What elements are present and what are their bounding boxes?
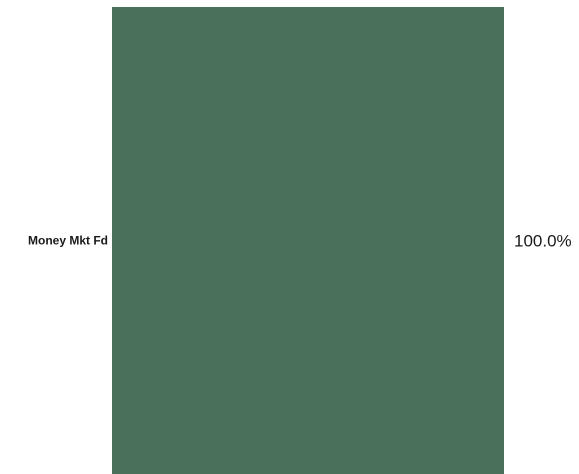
- bar-money-mkt-fd: [112, 7, 504, 474]
- data-label: 100.0%: [514, 232, 572, 251]
- bars-layer: [112, 7, 504, 474]
- labels-layer: Money Mkt Fd 100.0%: [28, 232, 572, 251]
- category-label: Money Mkt Fd: [28, 234, 108, 248]
